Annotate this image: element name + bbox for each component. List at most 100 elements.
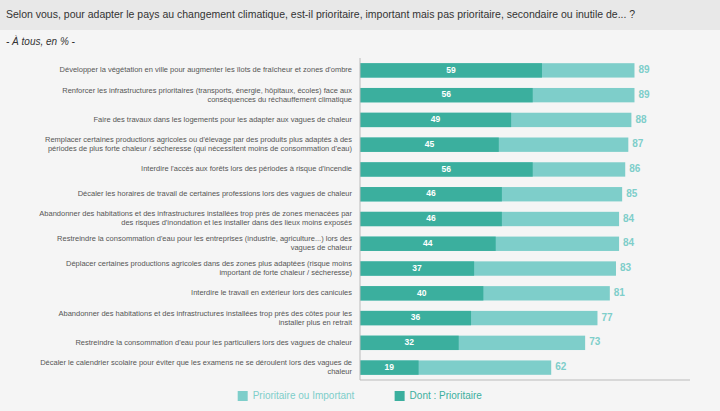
- title: Selon vous, pour adapter le pays au chan…: [6, 8, 635, 20]
- category-label: Décaler les horaires de travail de certa…: [78, 189, 353, 198]
- category-label-line: Restreindre la consommation d'eau pour l…: [75, 338, 352, 347]
- bar: [360, 212, 502, 226]
- data-label: 89: [638, 89, 650, 100]
- category-label-line: chaleur: [327, 367, 352, 376]
- category-label-line: Décaler les horaires de travail de certa…: [78, 189, 353, 198]
- background: [0, 0, 720, 411]
- data-label: 19: [385, 362, 395, 372]
- bar: [360, 63, 634, 77]
- category-label-line: Développer la végétation en ville pour a…: [60, 65, 352, 74]
- bar: [360, 237, 619, 251]
- bar: [360, 311, 597, 325]
- bar: [360, 286, 483, 300]
- bar: [360, 360, 419, 374]
- bar: [360, 88, 533, 102]
- data-label: 87: [632, 138, 644, 149]
- chart: Selon vous, pour adapter le pays au chan…: [0, 0, 720, 411]
- category-label-line: Déplacer certaines productions agricoles…: [66, 259, 352, 268]
- data-label: 49: [431, 114, 441, 124]
- data-label: 62: [555, 361, 567, 372]
- data-label: 84: [623, 237, 635, 248]
- data-label: 77: [601, 312, 613, 323]
- title-strip: [0, 0, 720, 30]
- data-label: 81: [614, 287, 626, 298]
- bar: [360, 113, 631, 127]
- data-label: 56: [442, 164, 452, 174]
- data-label: 45: [425, 139, 435, 149]
- category-labels: Développer la végétation en ville pour a…: [39, 65, 353, 376]
- bar: [360, 187, 502, 201]
- data-label: 46: [426, 188, 436, 198]
- category-label-line: Interdire l'accès aux forêts lors des pé…: [141, 164, 352, 173]
- data-label: 36: [411, 312, 421, 322]
- category-label: Remplacer certaines productions agricole…: [45, 135, 353, 153]
- data-label: 86: [629, 163, 641, 174]
- legend-label: Dont : Prioritaire: [410, 390, 483, 401]
- category-label: Abandonner des habitations et des infras…: [39, 209, 352, 227]
- category-label-line: Renforcer les infrastructures prioritair…: [62, 86, 352, 95]
- bar: [360, 286, 610, 300]
- data-label: 73: [589, 336, 601, 347]
- category-label-line: Interdire le travail en extérieur lors d…: [191, 288, 352, 297]
- data-label: 83: [620, 262, 632, 273]
- data-label: 40: [417, 288, 427, 298]
- category-label: Déplacer certaines productions agricoles…: [66, 259, 352, 277]
- data-label: 85: [626, 188, 638, 199]
- bar: [360, 162, 533, 176]
- data-label: 84: [623, 213, 635, 224]
- category-label: Développer la végétation en ville pour a…: [60, 65, 352, 74]
- data-label: 59: [446, 65, 456, 75]
- legend-label: Prioritaire ou Important: [253, 390, 355, 401]
- category-label-line: Décaler le calendrier scolaire pour évit…: [40, 358, 352, 367]
- bar: [360, 138, 499, 152]
- category-label: Faire des travaux dans les logements pou…: [94, 115, 353, 124]
- y-axis-line: [360, 58, 361, 380]
- bar: [360, 360, 551, 374]
- data-label: 56: [442, 89, 452, 99]
- bar: [360, 113, 511, 127]
- data-label: 32: [405, 337, 415, 347]
- bar: [360, 162, 625, 176]
- bar: [360, 237, 496, 251]
- bar: [360, 336, 585, 350]
- category-label-line: vagues de chaleur: [291, 243, 353, 252]
- bars: [360, 63, 634, 375]
- data-label: 44: [423, 238, 433, 248]
- category-label-line: Restreindre la consommation d'eau pour l…: [57, 234, 352, 243]
- bar: [360, 63, 542, 77]
- legend-swatch: [395, 391, 405, 401]
- data-label: 89: [638, 64, 650, 75]
- category-label: Abandonner des habitations et des infras…: [58, 309, 352, 327]
- legend: Prioritaire ou Important Dont : Prioritai…: [238, 390, 483, 401]
- data-label: 37: [412, 263, 422, 273]
- category-label-line: Abandonner des habitations et des infras…: [58, 309, 352, 318]
- legend-item: Dont : Prioritaire: [395, 390, 483, 401]
- category-label: Décaler le calendrier scolaire pour évit…: [40, 358, 352, 376]
- category-label-line: Remplacer certaines productions agricole…: [45, 135, 352, 144]
- category-label-line: conséquences du réchauffement climatique: [207, 95, 352, 104]
- legend-item: Prioritaire ou Important: [238, 390, 355, 401]
- bar: [360, 336, 459, 350]
- bar: [360, 261, 616, 275]
- category-label: Restreindre la consommation d'eau pour l…: [75, 338, 352, 347]
- category-label: Restreindre la consommation d'eau pour l…: [57, 234, 352, 252]
- bar: [360, 311, 471, 325]
- bar: [360, 187, 622, 201]
- bar: [360, 138, 628, 152]
- data-labels: 89 89 88 87 86 85 84 84 83 81 77 73 62 59 56 49 45 56 46 46…: [385, 64, 650, 372]
- subtitle: - À tous, en % -: [6, 35, 76, 47]
- data-label: 88: [635, 114, 647, 125]
- category-label-line: périodes de plus forte chaleur / séchere…: [48, 144, 353, 153]
- category-label: Interdire l'accès aux forêts lors des pé…: [141, 164, 352, 173]
- bar: [360, 88, 634, 102]
- bar: [360, 261, 474, 275]
- category-label-line: Faire des travaux dans les logements pou…: [94, 115, 353, 124]
- category-label: Renforcer les infrastructures prioritair…: [62, 86, 352, 104]
- category-label-line: Abandonner des habitations et des infras…: [39, 209, 352, 218]
- data-label: 46: [426, 213, 436, 223]
- legend-swatch: [238, 391, 248, 401]
- category-label-line: des risques d'inondation et les installe…: [121, 218, 352, 227]
- x-axis-line: [360, 380, 690, 381]
- category-label-line: installer plus en retrait: [279, 318, 353, 327]
- bar: [360, 212, 619, 226]
